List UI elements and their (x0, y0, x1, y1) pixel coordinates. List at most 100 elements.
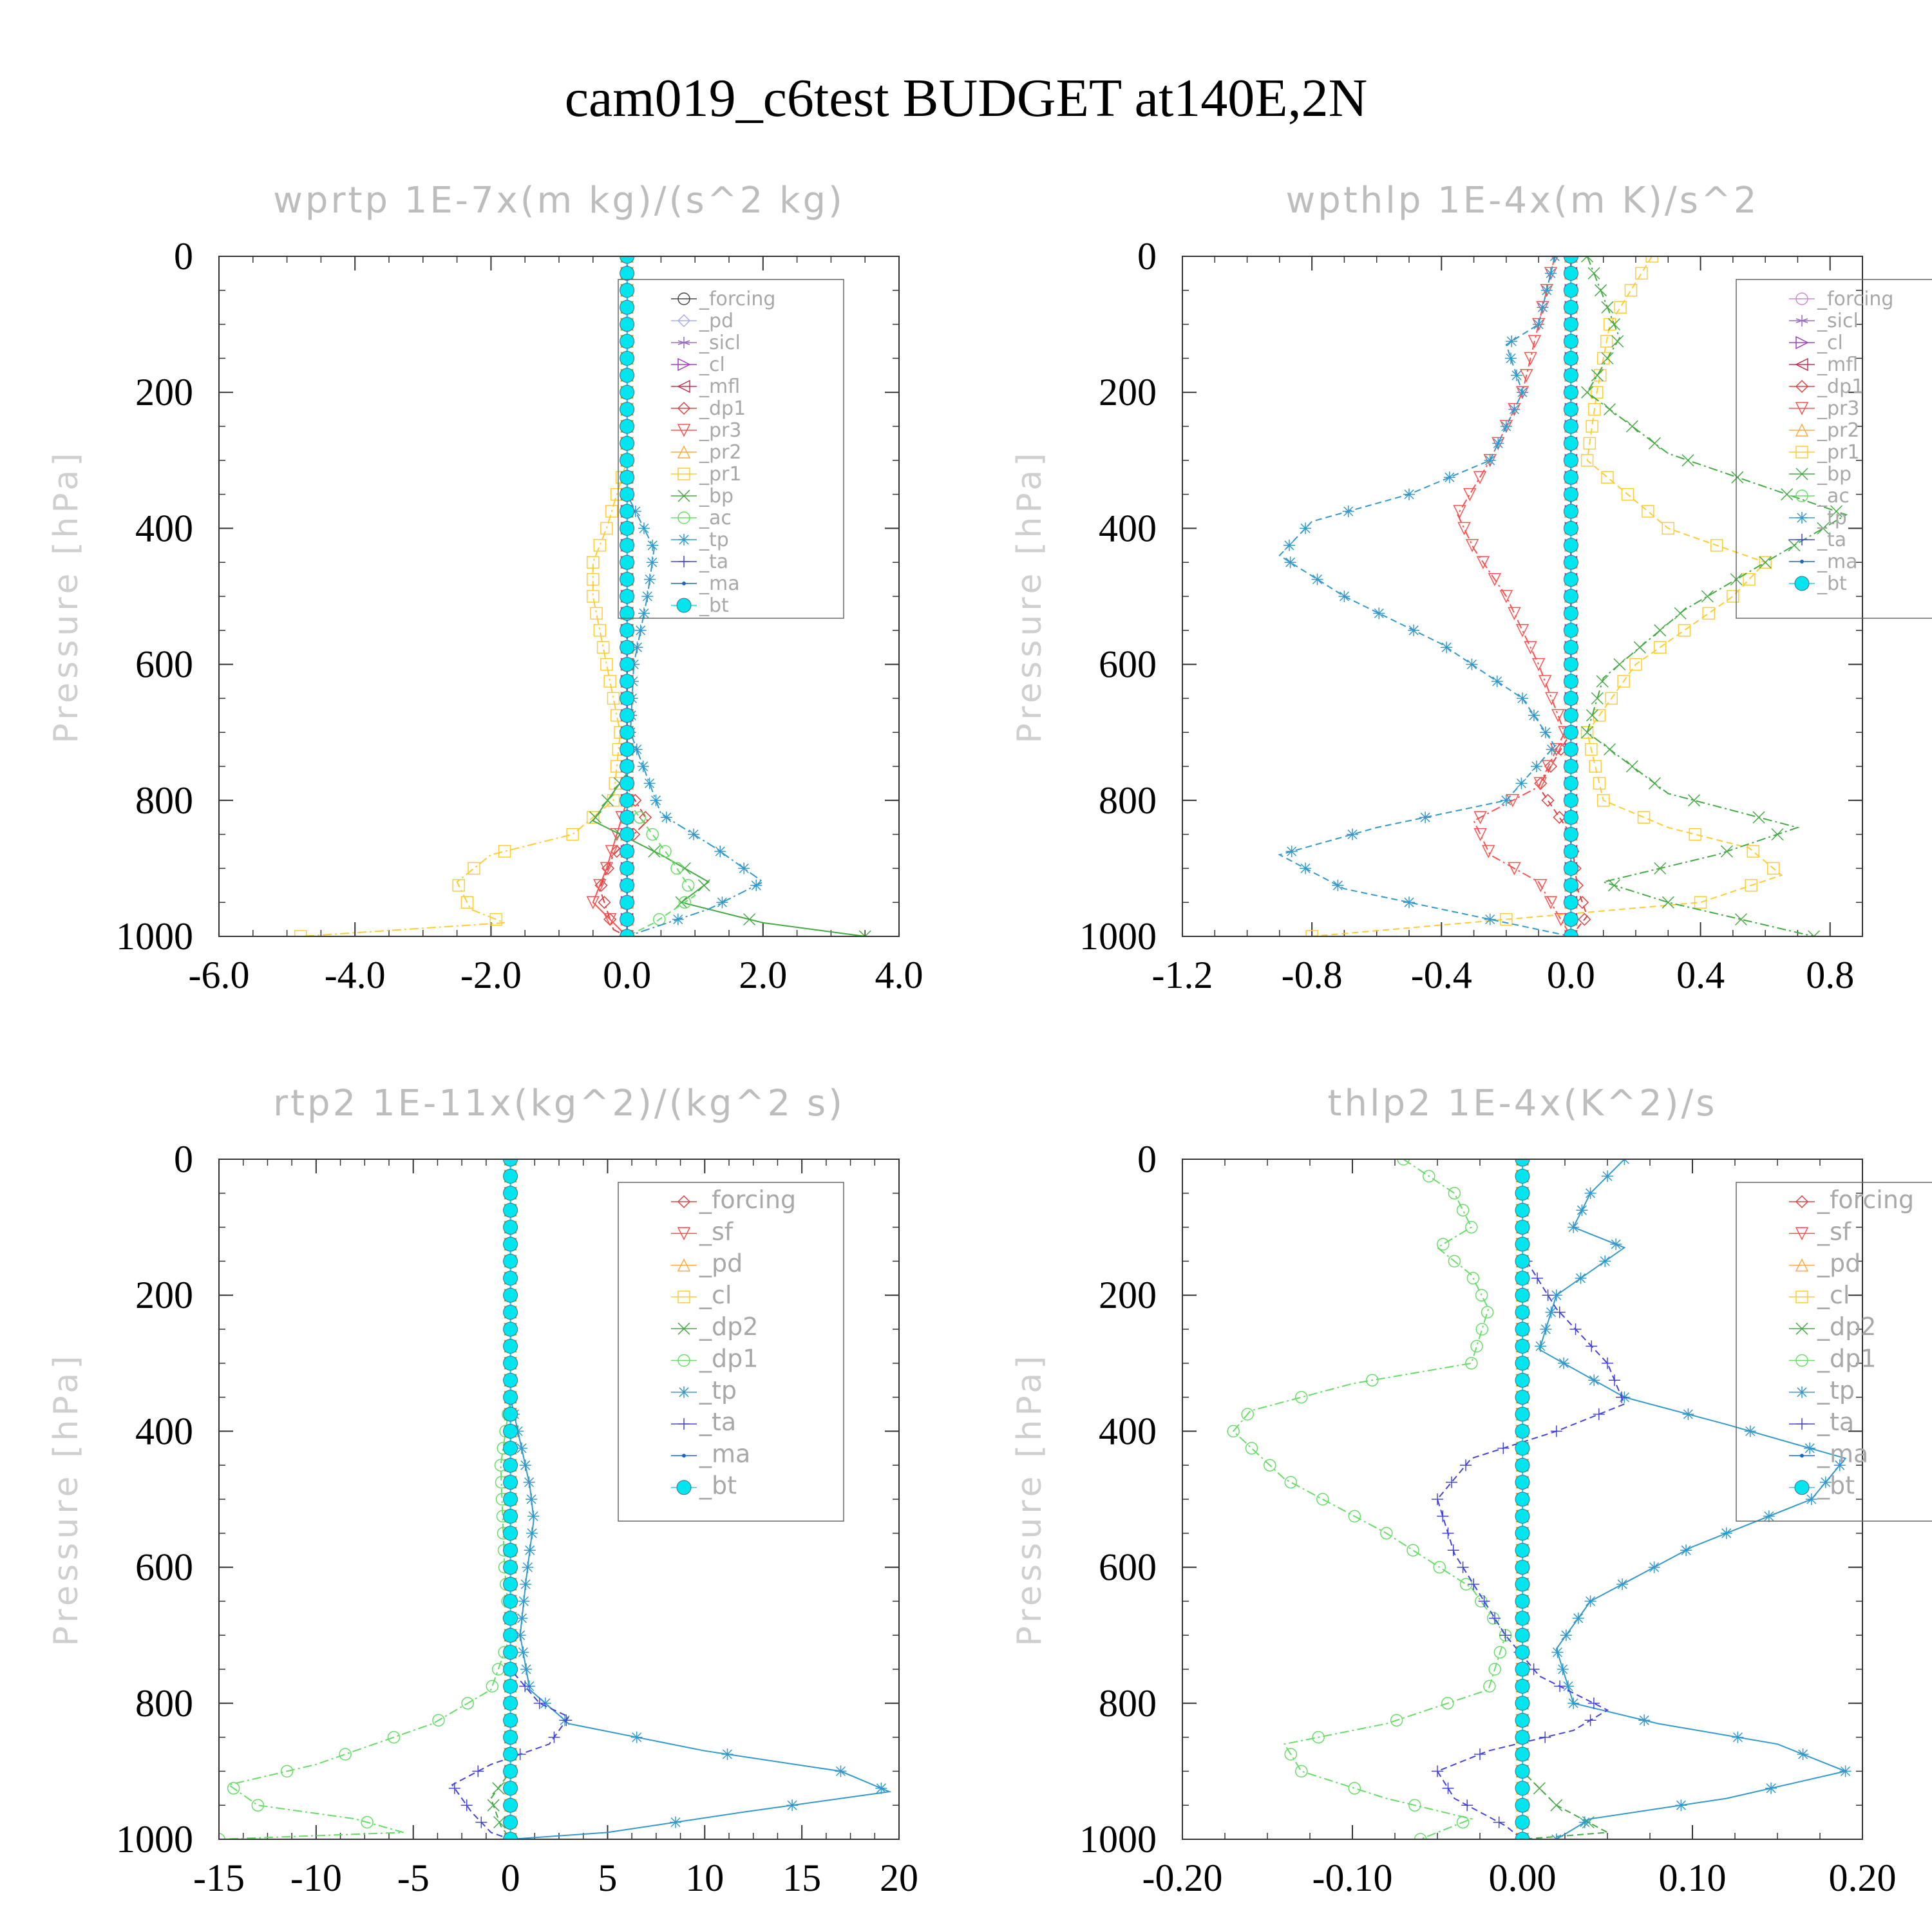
legend-item-pd: _pd (1789, 1249, 1861, 1278)
data-point (1833, 1459, 1846, 1472)
data-point (1563, 724, 1578, 740)
data-point (1497, 1442, 1510, 1454)
legend-item-ta: _ta (1789, 1408, 1854, 1436)
data-point (1528, 709, 1540, 721)
x-tick-label: 0.10 (1659, 1857, 1727, 1899)
data-point (1648, 1561, 1660, 1573)
data-point (1602, 1357, 1613, 1369)
legend-item-ma: _ma (1789, 1439, 1868, 1468)
data-point (600, 522, 613, 535)
data-point (1588, 402, 1601, 416)
data-point (1488, 1663, 1501, 1676)
data-point (1515, 1186, 1530, 1201)
data-point (492, 1782, 505, 1795)
data-point (620, 878, 635, 893)
data-point (1601, 471, 1614, 484)
data-point (1461, 1799, 1473, 1812)
legend-label: _bt (699, 594, 729, 617)
data-point (1563, 674, 1578, 689)
data-point (1515, 1159, 1530, 1167)
legend-label: _pr1 (699, 463, 741, 486)
data-point (1563, 860, 1578, 876)
data-point (1397, 1159, 1410, 1166)
data-point (620, 384, 635, 400)
data-point (1500, 913, 1513, 926)
data-point (1804, 1442, 1816, 1454)
legend-item-mfl: _mfl (1789, 354, 1858, 376)
data-point (503, 1645, 518, 1660)
legend-item-ma: _ma (671, 573, 740, 595)
data-point (1305, 930, 1318, 936)
legend-item-pr3: _pr3 (1789, 397, 1859, 420)
data-point (620, 759, 635, 774)
data-point (1584, 1595, 1596, 1607)
series-line (1586, 256, 1848, 936)
data-point (1433, 1560, 1446, 1574)
y-tick-label: 400 (1099, 507, 1157, 549)
legend: _forcing_sicl_cl_mfl_dp1_pr3_pr2_pr1_bp_… (1736, 279, 1932, 619)
y-tick-label: 600 (135, 643, 193, 686)
data-point (1563, 350, 1578, 366)
legend-item-tp: _tp (671, 529, 729, 551)
legend-marker (677, 1354, 690, 1367)
legend-marker (677, 314, 691, 328)
data-point (1590, 386, 1604, 399)
data-point (1727, 590, 1739, 603)
data-point (560, 1714, 573, 1727)
data-point (1515, 1611, 1530, 1626)
legend-item-bt: _bt (1789, 573, 1847, 595)
data-point (620, 402, 635, 417)
series-line (1312, 256, 1783, 936)
data-point (1674, 607, 1687, 620)
data-point (1515, 1390, 1530, 1405)
data-point (489, 913, 503, 926)
data-point (503, 1305, 518, 1320)
data-point (1759, 556, 1772, 569)
data-point (1550, 1425, 1562, 1437)
data-point (1743, 573, 1756, 586)
legend-item-forcing: _forcing (1789, 288, 1893, 310)
data-point (1403, 488, 1415, 500)
legend-marker (1796, 512, 1808, 524)
data-point (1406, 1544, 1419, 1557)
data-point (461, 1697, 474, 1710)
legend-label: _tp (699, 1376, 737, 1405)
legend-label: _pr2 (699, 441, 741, 464)
legend-label: _cl (1817, 332, 1843, 354)
data-point (475, 1816, 488, 1828)
data-point (620, 520, 635, 536)
data-point (1569, 1323, 1582, 1335)
legend-marker (677, 1195, 691, 1209)
x-tick-label: 0 (501, 1857, 520, 1899)
legend-label: _pr3 (699, 419, 741, 442)
data-point (503, 1390, 518, 1405)
legend-label: _ta (699, 551, 728, 573)
data-point (1241, 1408, 1254, 1421)
legend-marker (1795, 379, 1809, 393)
data-point (1545, 1306, 1557, 1318)
data-point (1448, 1255, 1461, 1268)
legend-item-pr2: _pr2 (1789, 419, 1859, 442)
data-point (1517, 386, 1528, 399)
data-point (1563, 572, 1578, 587)
data-point (1463, 488, 1477, 502)
legend-frame (1736, 1182, 1932, 1522)
x-tick-label: 0.8 (1806, 954, 1854, 996)
data-point (1342, 506, 1354, 517)
data-point (1642, 505, 1654, 518)
legend-label: _forcing (1817, 288, 1893, 310)
x-tick-label: 4.0 (875, 954, 923, 996)
data-point (1481, 845, 1495, 858)
legend-item-sf: _sf (671, 1217, 734, 1245)
y-axis-label: Pressure [hPa] (1010, 1352, 1049, 1647)
data-point (522, 1561, 534, 1573)
plot-frame (218, 256, 900, 937)
legend-label: _ma (699, 1439, 750, 1468)
data-point (512, 1425, 524, 1437)
data-point (620, 350, 635, 366)
legend-label: _bt (699, 1472, 737, 1500)
data-point (1542, 760, 1555, 773)
data-point (1563, 435, 1578, 451)
data-point (503, 1475, 518, 1490)
legend-item-bt: _bt (1789, 1472, 1855, 1500)
